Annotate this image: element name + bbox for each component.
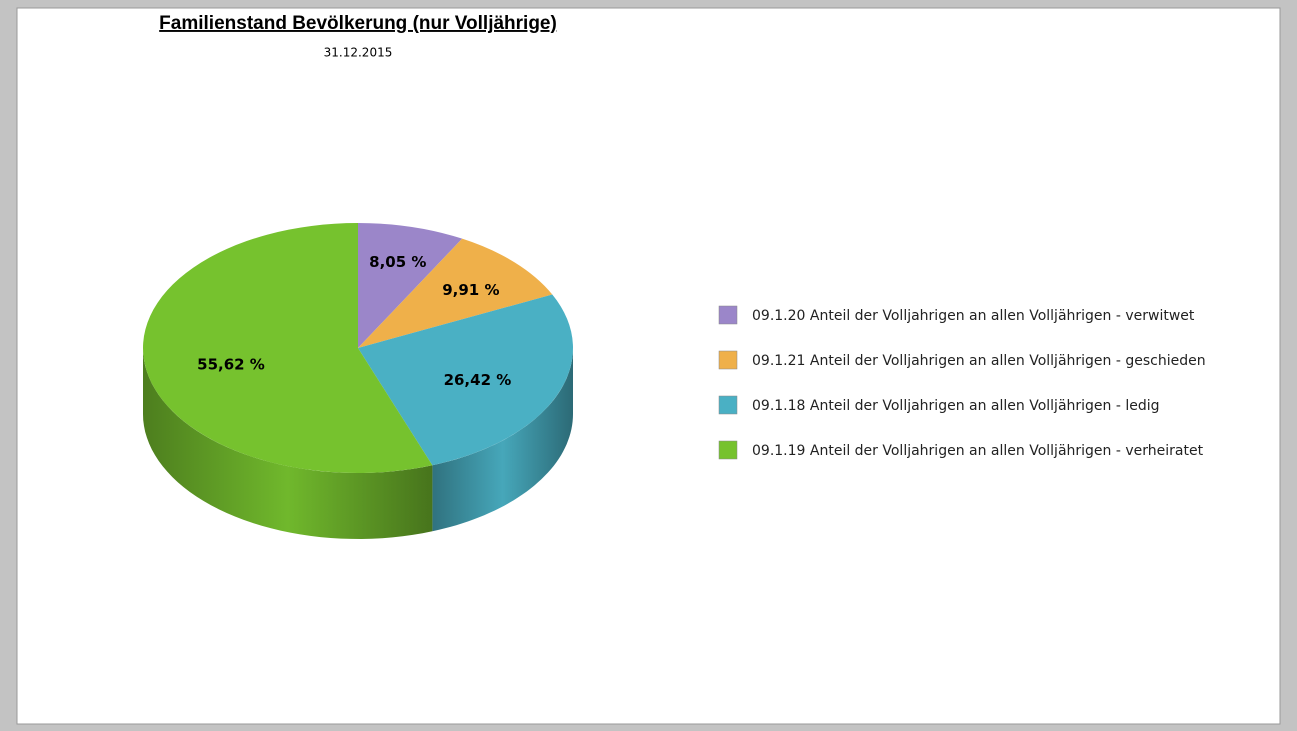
data-label: 8,05 % <box>369 253 426 271</box>
chart-subtitle: 31.12.2015 <box>324 46 393 60</box>
slice <box>358 223 463 348</box>
legend-label: 09.1.18 Anteil der Volljahrigen an allen… <box>752 398 1160 414</box>
legend-swatch <box>718 395 738 415</box>
legend-label: 09.1.19 Anteil der Volljahrigen an allen… <box>752 443 1204 459</box>
slice <box>143 223 433 473</box>
data-label: 55,62 % <box>197 356 265 374</box>
data-label: 9,91 % <box>442 281 499 299</box>
slice <box>358 294 573 466</box>
chart-title: Familienstand Bevölkerung (nur Volljähri… <box>159 13 557 34</box>
data-label: 26,42 % <box>444 371 512 389</box>
slice-side <box>143 348 433 539</box>
legend-label: 09.1.20 Anteil der Volljahrigen an allen… <box>752 308 1195 324</box>
legend-swatch <box>718 350 738 370</box>
legend-swatch <box>718 440 738 460</box>
legend-label: 09.1.21 Anteil der Volljahrigen an allen… <box>752 353 1206 369</box>
legend-swatch <box>718 305 738 325</box>
slice <box>358 238 553 348</box>
slice-side <box>432 348 573 532</box>
